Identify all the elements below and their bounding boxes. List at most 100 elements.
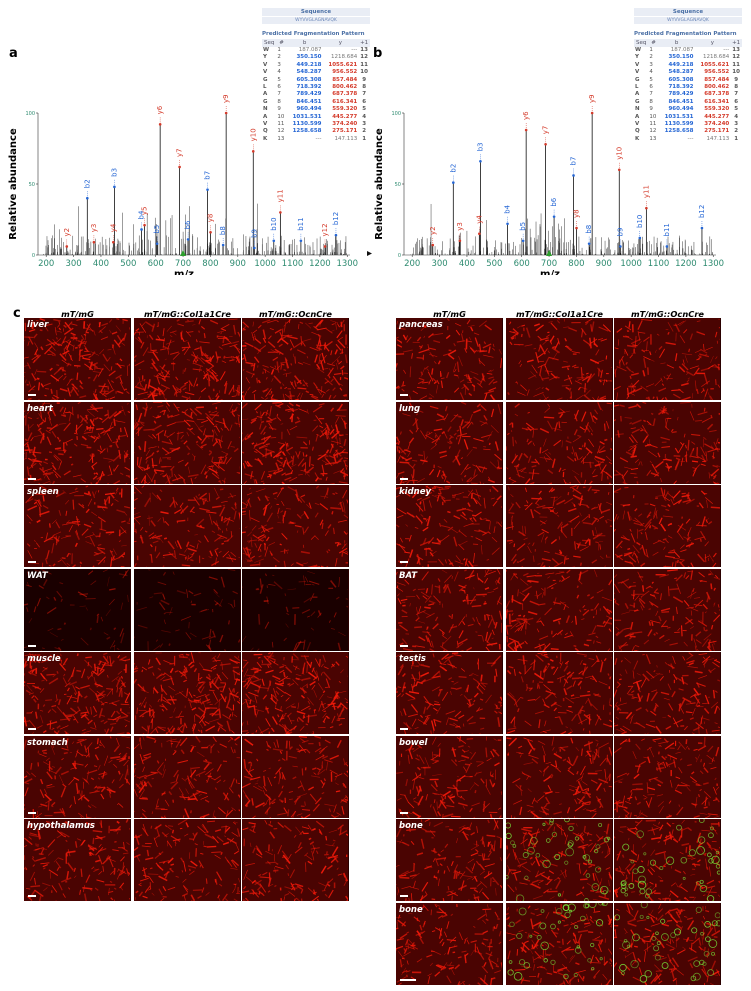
table-cell: 449.218 xyxy=(296,61,322,68)
x-tick-label: 500 xyxy=(486,259,502,269)
x-tick-label: 900 xyxy=(596,259,612,269)
tissue-tile-bone xyxy=(614,819,721,901)
tissue-image xyxy=(24,568,130,651)
precursor-marker xyxy=(180,250,187,256)
x-tick-label: 1000 xyxy=(620,259,642,269)
table-row: V 11 1130.599 374.240 3 xyxy=(262,121,370,128)
tissue-image xyxy=(24,401,130,484)
tissue-tile-stomach xyxy=(242,735,349,818)
table-row: A 7 789.429 687.378 7 xyxy=(262,91,370,98)
table-cell: 4 xyxy=(734,113,739,120)
tissue-image xyxy=(614,652,720,734)
table-cell: 4 xyxy=(649,69,653,76)
tissue-tile-heart xyxy=(134,401,241,484)
ion-label-b6: b6 xyxy=(550,197,558,206)
ion-label-b3: b3 xyxy=(476,142,484,151)
ion-marker-b8 xyxy=(221,243,225,247)
tissue-label: muscle xyxy=(27,654,61,664)
panel-b-label: b xyxy=(373,46,383,61)
tissue-image xyxy=(614,902,720,985)
table-cell: 3 xyxy=(734,121,739,128)
ion-label-b10: b10 xyxy=(636,215,644,228)
table-cell: 1258.658 xyxy=(292,128,322,135)
ion-marker-b3 xyxy=(479,159,482,163)
tissue-tile-wat: WAT xyxy=(24,568,131,651)
ion-marker-b8 xyxy=(587,242,591,245)
table-cell: 687.378 xyxy=(332,91,358,98)
ion-label-y4: y4 xyxy=(109,223,117,232)
tissue-image xyxy=(396,652,502,734)
ion-label-y8: y8 xyxy=(573,209,581,218)
tissue-label: pancreas xyxy=(399,320,443,330)
table-cell: V xyxy=(635,69,640,76)
table-cell: A xyxy=(635,113,640,120)
scale-bar xyxy=(400,978,416,981)
table-cell: 1 xyxy=(649,47,653,53)
scale-bar xyxy=(28,561,36,563)
tissue-label: stomach xyxy=(27,737,68,748)
ion-label-y11: y11 xyxy=(276,189,284,202)
ion-label-b9: b9 xyxy=(250,229,258,238)
tissue-tile-bone xyxy=(614,902,721,985)
ion-label-b8: b8 xyxy=(585,225,593,234)
ion-marker-b6 xyxy=(552,215,556,218)
scale-bar xyxy=(28,811,36,814)
pattern-title: Predicted Fragmentation Pattern xyxy=(262,31,365,37)
table-cell: N xyxy=(263,106,268,113)
table-cell: 11 xyxy=(649,121,657,128)
table-cell: 1031.531 xyxy=(664,113,694,120)
table-cell: G xyxy=(263,98,268,105)
table-cell: 12 xyxy=(360,54,368,61)
ion-marker-b5 xyxy=(155,242,159,245)
table-cell: 6 xyxy=(649,84,653,91)
tissue-image xyxy=(242,819,348,901)
ion-label-b10: b10 xyxy=(270,217,278,230)
ion-marker-y9 xyxy=(590,111,594,115)
ion-label-b12: b12 xyxy=(698,205,706,218)
tissue-image xyxy=(134,401,240,484)
ion-marker-y12 xyxy=(323,245,327,248)
table-cell: V xyxy=(263,69,268,76)
table-cell: 11 xyxy=(732,61,740,68)
table-cell: 187.087 xyxy=(670,47,694,53)
table-row: V 4 548.287 956.552 10 xyxy=(262,69,370,76)
table-row: W 1 187.087 --- 13 xyxy=(634,47,742,54)
tissue-image xyxy=(506,902,612,985)
scale-bar xyxy=(400,561,408,563)
table-cell: 789.429 xyxy=(668,91,694,98)
table-cell: 12 xyxy=(277,128,285,135)
tissue-image xyxy=(396,902,502,985)
tissue-tile-pancreas xyxy=(614,318,721,400)
column-header: Seq xyxy=(634,39,649,47)
table-cell: 846.451 xyxy=(296,98,322,105)
table-row: V 3 449.218 1055.621 11 xyxy=(262,62,370,69)
table-cell: 6 xyxy=(277,84,281,91)
ion-label-b4: b4 xyxy=(504,204,512,213)
table-cell: 800.462 xyxy=(332,84,358,91)
ion-label-y7: y7 xyxy=(542,126,550,135)
table-row: K 13 --- 147.113 1 xyxy=(634,136,742,143)
table-cell: K xyxy=(263,135,268,142)
ion-label-y6: y6 xyxy=(156,105,164,114)
table-cell: 1 xyxy=(362,135,367,142)
spectrum-a: Relative abundance 0 50 100 200 300 400 500 600 7… xyxy=(8,95,358,275)
table-row: L 6 718.392 800.462 8 xyxy=(634,84,742,91)
ion-marker-b12 xyxy=(334,233,338,237)
ion-label-y11: y11 xyxy=(642,185,650,198)
ion-label-y4: y4 xyxy=(475,215,483,224)
ion-label-y3: y3 xyxy=(90,224,98,233)
tissue-tile-bone xyxy=(506,819,613,901)
ion-label-b12: b12 xyxy=(332,212,340,225)
scale-bar xyxy=(400,895,408,897)
table-cell: --- xyxy=(723,47,730,53)
scale-bar xyxy=(400,728,408,730)
ion-label-y2: y2 xyxy=(429,226,437,235)
ion-marker-b11 xyxy=(299,239,303,243)
tissue-tile-spleen xyxy=(134,485,241,567)
table-cell: 6 xyxy=(734,98,739,105)
sequence-title: Sequence xyxy=(634,8,742,16)
ion-marker-y7 xyxy=(178,165,181,169)
table-row: G 8 846.451 616.341 6 xyxy=(262,99,370,106)
column-header: +1 xyxy=(730,39,742,47)
y-tick-label: 0 xyxy=(398,253,401,259)
